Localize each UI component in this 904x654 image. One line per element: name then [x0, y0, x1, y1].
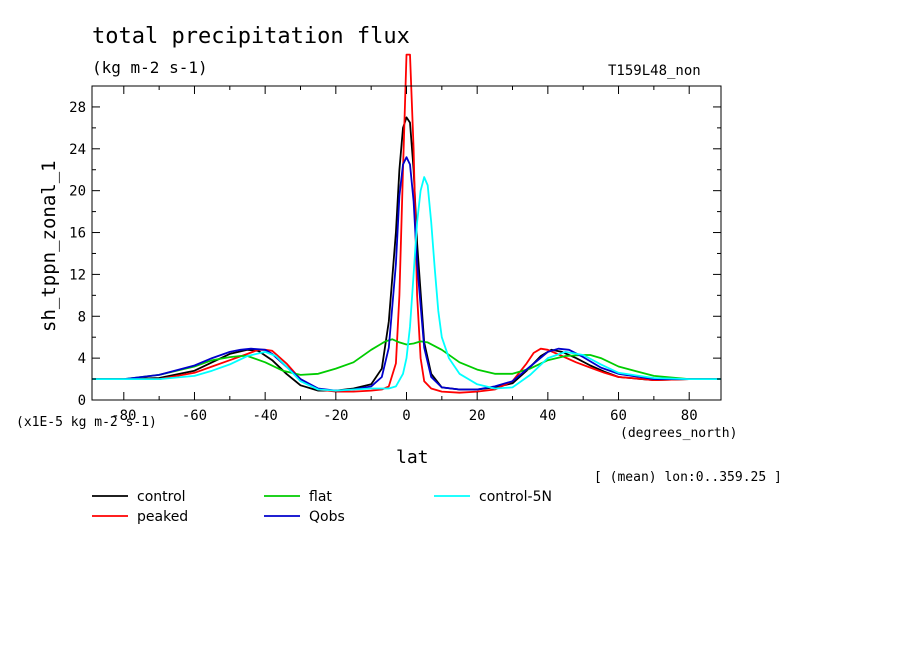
x-tick-label: 60 — [610, 408, 627, 424]
x-tick-label: -60 — [182, 408, 207, 424]
experiment-label: T159L48_non — [608, 63, 701, 79]
y-tick-label: 24 — [69, 142, 86, 158]
series-layer — [92, 53, 721, 394]
mean-note: [ (mean) lon:0..359.25 ] — [594, 470, 782, 485]
x-tick-label: -80 — [111, 408, 136, 424]
legend-label-3: flat — [309, 489, 332, 505]
legend: control peaked flat Qobs control-5N — [92, 489, 552, 525]
series-line-5 — [92, 176, 721, 392]
legend-label-2: peaked — [137, 509, 188, 525]
x-tick-label: 40 — [539, 408, 556, 424]
x-tick-label: -20 — [323, 408, 348, 424]
series-line-2 — [92, 53, 721, 394]
x-tick-label: 0 — [402, 408, 410, 424]
chart-title: total precipitation flux — [92, 24, 410, 49]
x-tick-label: 20 — [469, 408, 486, 424]
y-tick-label: 20 — [69, 184, 86, 200]
y-tick-label: 8 — [78, 309, 86, 325]
legend-label-5: control-5N — [479, 489, 552, 505]
series-line-4 — [92, 156, 721, 392]
y-tick-label: 0 — [78, 393, 86, 409]
y-tick-label: 16 — [69, 226, 86, 242]
chart-subtitle: (kg m-2 s-1) — [92, 58, 208, 77]
y-tick-label: 28 — [69, 100, 86, 116]
y-tick-label: 12 — [69, 267, 86, 283]
x-tick-label: 80 — [681, 408, 698, 424]
y-tick-label: 4 — [78, 351, 86, 367]
legend-label-4: Qobs — [309, 509, 345, 525]
x-axis-units: (degrees_north) — [620, 426, 738, 441]
y-axis-units: (x1E-5 kg m-2 s-1) — [16, 415, 157, 430]
legend-label-1: control — [137, 489, 186, 505]
axes-layer: -80 -60 -40 -20 0 20 40 60 80 0 4 8 12 16 20 24 28 — [69, 85, 722, 424]
x-tick-label: -40 — [253, 408, 278, 424]
x-axis-label: lat — [396, 447, 429, 468]
